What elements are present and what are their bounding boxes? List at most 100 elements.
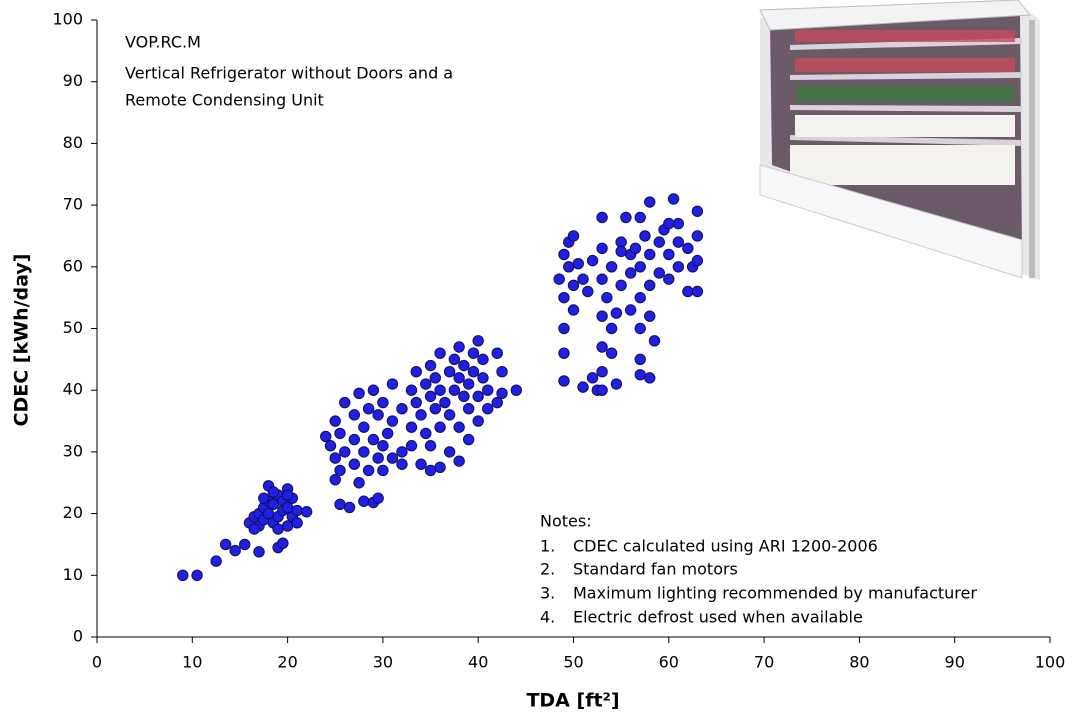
note-number: 4. xyxy=(540,608,555,627)
point xyxy=(372,452,384,464)
point xyxy=(663,217,675,230)
point xyxy=(272,523,284,535)
note-number: 3. xyxy=(540,584,555,603)
point xyxy=(386,452,399,464)
y-tick-label: 100 xyxy=(52,10,83,29)
point xyxy=(610,307,623,319)
point xyxy=(434,421,446,433)
note-text: Maximum lighting recommended by manufact… xyxy=(573,584,977,603)
x-tick-label: 60 xyxy=(659,653,679,672)
point xyxy=(634,322,646,335)
point xyxy=(281,489,294,501)
point xyxy=(634,211,646,224)
y-tick-label: 90 xyxy=(63,71,83,90)
point xyxy=(424,464,437,477)
point xyxy=(596,384,608,396)
point xyxy=(386,378,399,390)
point xyxy=(653,236,665,248)
point xyxy=(596,211,608,224)
point xyxy=(496,365,508,378)
point xyxy=(553,273,565,285)
point xyxy=(334,464,346,477)
point xyxy=(472,415,484,427)
point xyxy=(381,427,394,440)
point xyxy=(586,372,599,384)
point xyxy=(582,285,594,298)
point xyxy=(644,248,656,261)
point xyxy=(372,492,384,504)
point xyxy=(596,273,608,285)
annotation-line: Vertical Refrigerator without Doors and … xyxy=(125,64,453,83)
y-tick-label: 60 xyxy=(63,256,83,275)
point xyxy=(219,538,232,551)
point xyxy=(648,335,661,347)
point xyxy=(458,390,470,403)
point xyxy=(191,569,203,581)
point xyxy=(291,504,303,517)
x-tick-label: 40 xyxy=(468,653,488,672)
point xyxy=(477,353,489,366)
x-tick-label: 0 xyxy=(92,653,102,672)
x-tick-label: 90 xyxy=(945,653,965,672)
point xyxy=(424,390,437,403)
point xyxy=(691,230,704,242)
point xyxy=(415,409,427,421)
y-axis-label: CDEC [kWh/day] xyxy=(11,254,33,427)
point xyxy=(420,378,432,390)
y-tick-label: 50 xyxy=(63,318,83,337)
point xyxy=(453,455,465,467)
point xyxy=(334,498,346,511)
point xyxy=(453,341,465,353)
point xyxy=(372,409,384,421)
point xyxy=(458,359,470,372)
point xyxy=(415,458,427,470)
point xyxy=(605,261,618,273)
note-number: 1. xyxy=(540,537,555,556)
annotation-line: Remote Condensing Unit xyxy=(125,91,324,110)
point xyxy=(410,396,422,409)
point xyxy=(691,254,704,267)
notes-title: Notes: xyxy=(540,512,592,531)
point xyxy=(358,446,370,458)
point xyxy=(348,458,361,470)
point xyxy=(339,396,351,409)
point xyxy=(362,403,375,415)
point xyxy=(424,359,437,372)
point xyxy=(281,520,294,532)
point xyxy=(420,427,432,440)
point xyxy=(386,415,399,427)
point xyxy=(424,440,437,452)
point xyxy=(672,236,685,248)
point xyxy=(596,365,608,378)
point xyxy=(462,403,475,415)
point xyxy=(277,537,289,549)
point xyxy=(491,396,503,409)
point xyxy=(448,353,461,366)
point xyxy=(605,322,618,335)
point xyxy=(267,486,280,498)
point xyxy=(644,372,656,384)
point xyxy=(510,384,523,396)
point xyxy=(691,205,704,217)
point xyxy=(429,403,442,415)
point xyxy=(396,458,408,470)
point xyxy=(596,242,608,254)
point xyxy=(439,396,451,409)
point xyxy=(567,230,580,242)
point xyxy=(663,248,675,261)
point xyxy=(615,279,627,292)
note-text: CDEC calculated using ARI 1200-2006 xyxy=(573,537,878,556)
point xyxy=(634,353,646,366)
point xyxy=(663,273,675,285)
point xyxy=(229,544,241,557)
point xyxy=(462,378,475,390)
point xyxy=(682,285,694,298)
point xyxy=(377,396,389,409)
point xyxy=(462,433,475,446)
point xyxy=(334,427,346,440)
point xyxy=(258,492,270,504)
point xyxy=(472,390,484,403)
point xyxy=(429,372,442,384)
point xyxy=(320,430,332,443)
point xyxy=(324,440,337,452)
